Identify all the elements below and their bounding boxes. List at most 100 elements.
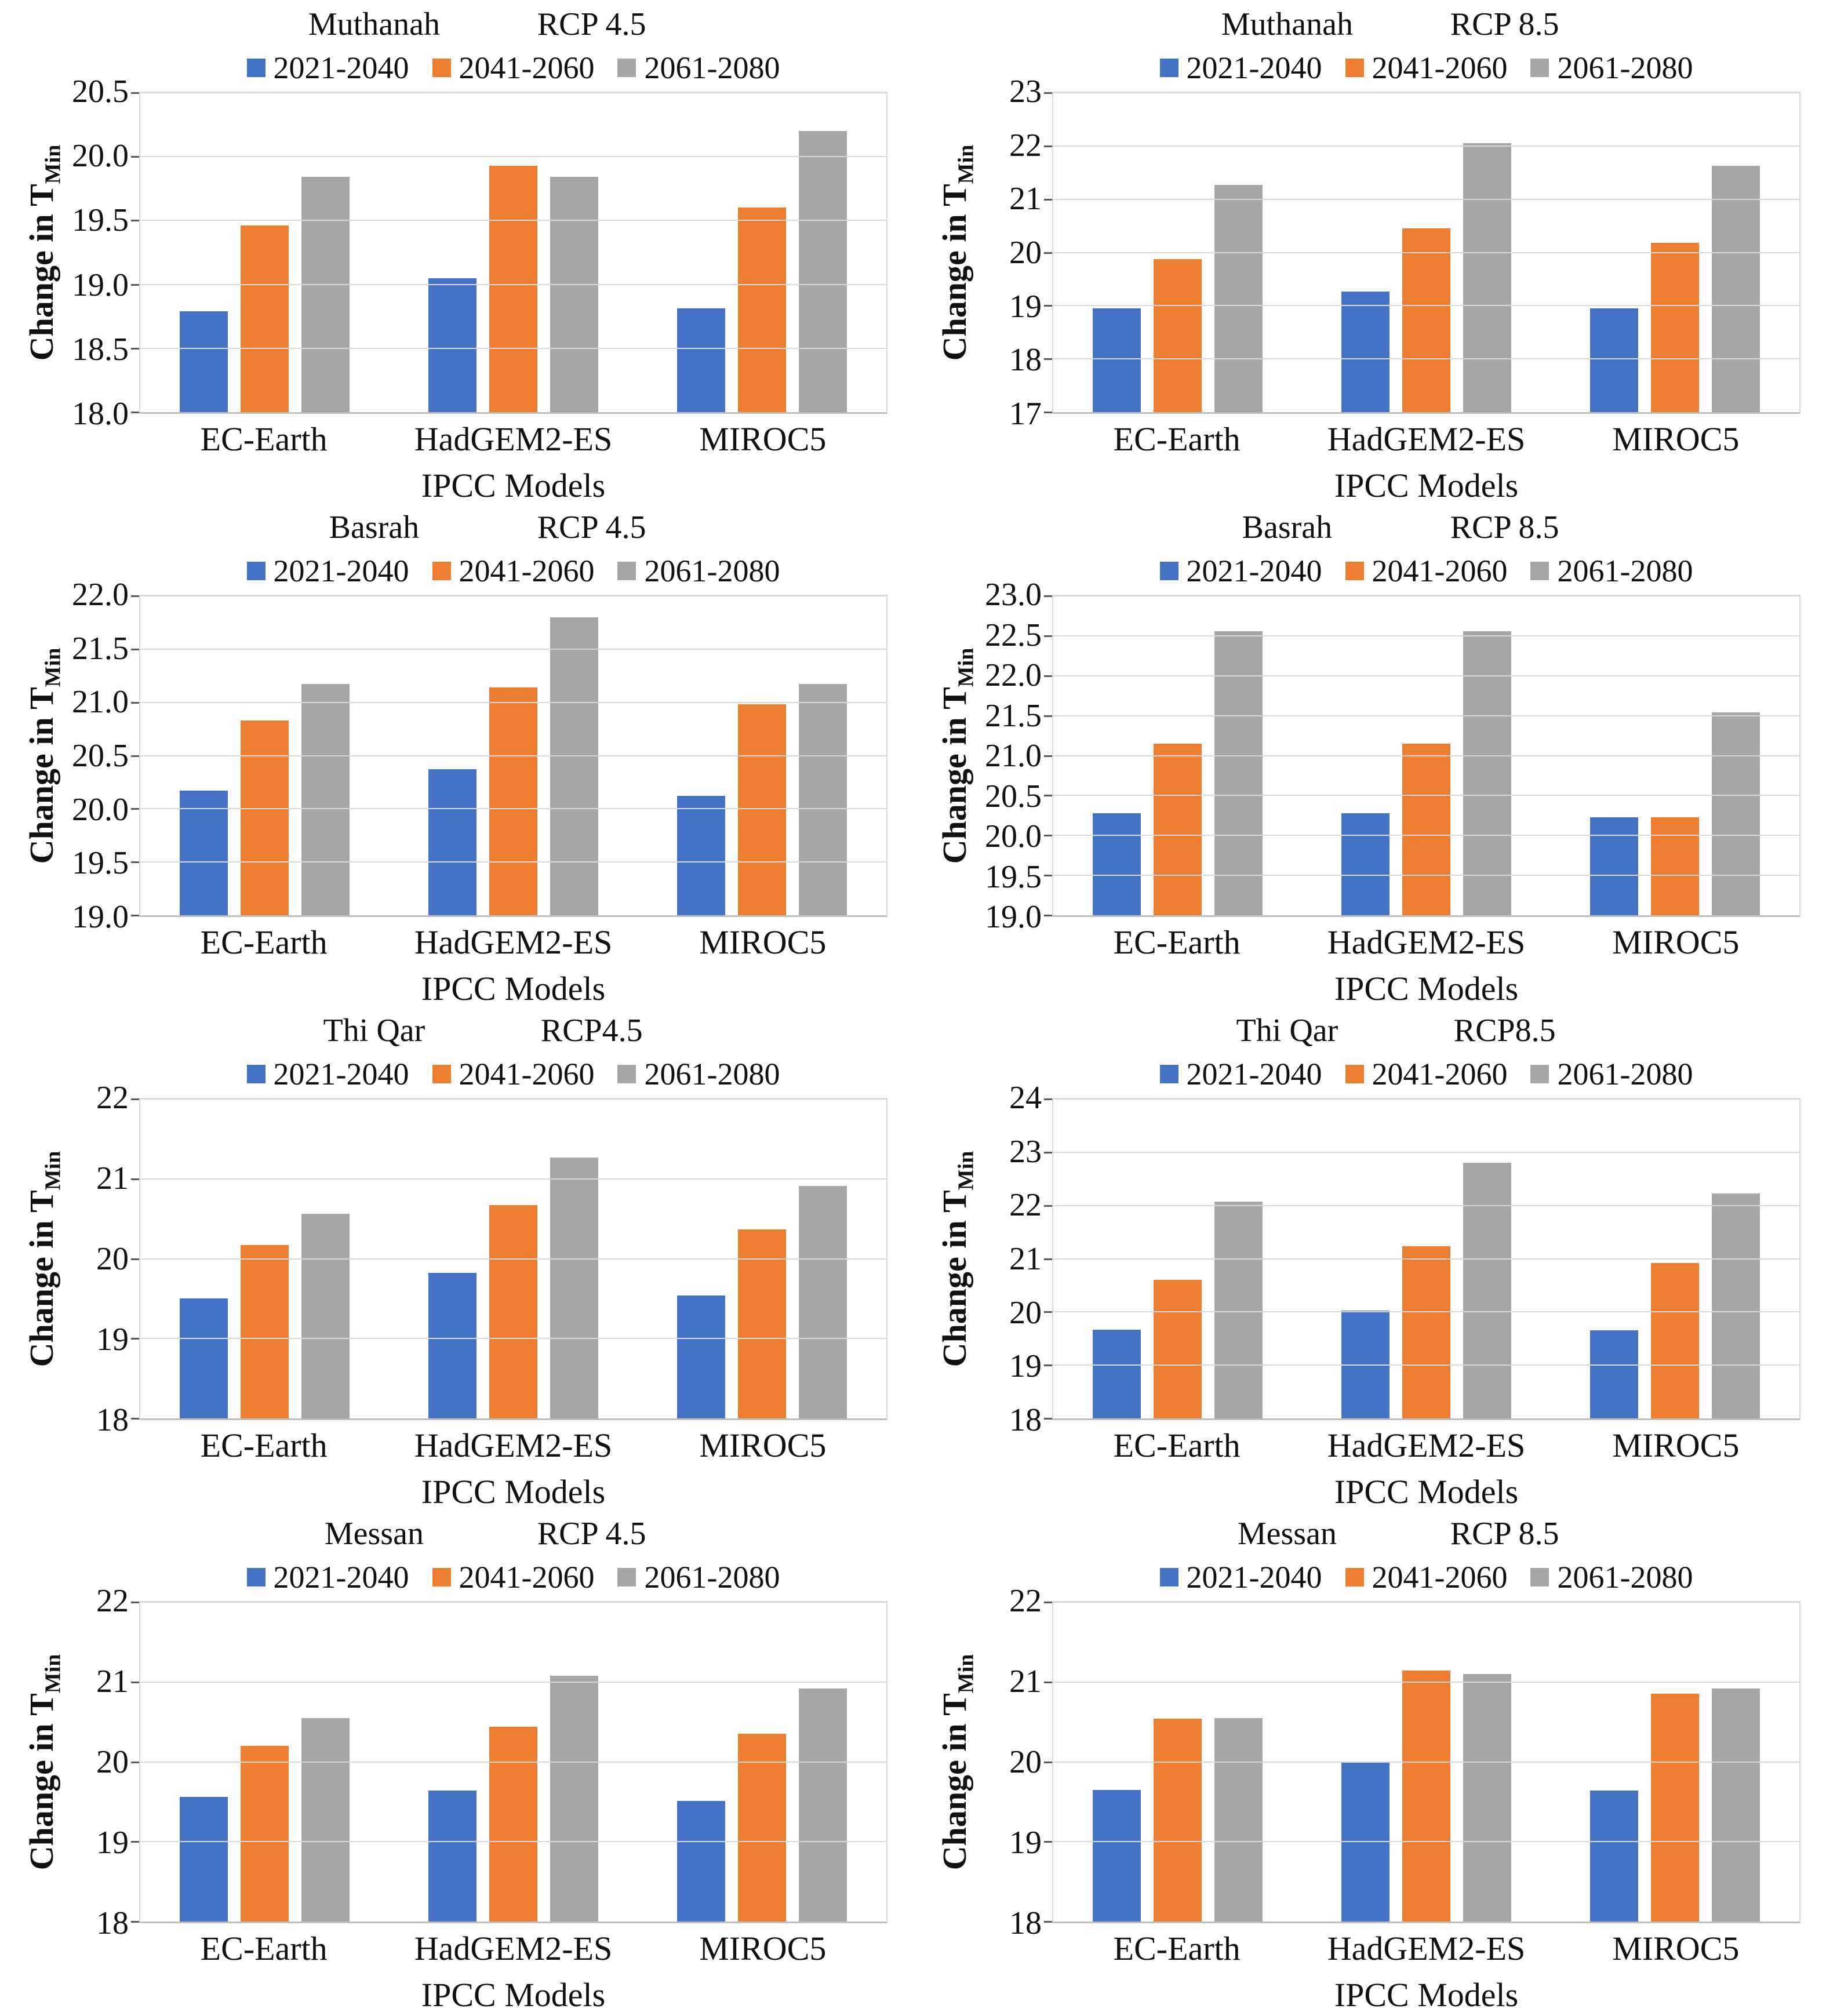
legend-label: 2021-2040 [273, 554, 409, 588]
y-tick-label: 21.0 [72, 684, 129, 720]
legend: 2021-2040 2041-2060 2061-2080 [139, 1054, 887, 1094]
chart-title-row: Basrah RCP 4.5 [17, 509, 887, 551]
bar-miroc5-2041-2060 [737, 1229, 787, 1418]
legend-item-2061-2080: 2061-2080 [617, 1056, 780, 1092]
legend: 2021-2040 2041-2060 2061-2080 [1052, 1557, 1800, 1597]
legend-item-2041-2060: 2041-2060 [1345, 553, 1507, 589]
y-tick-label: 22.0 [72, 577, 129, 613]
bar-miroc5-2061-2080 [1711, 1193, 1760, 1418]
legend-item-2061-2080: 2061-2080 [617, 50, 780, 86]
bar-miroc5-2061-2080 [1711, 1688, 1760, 1922]
legend-swatch-icon [432, 1065, 451, 1083]
plot-row: Change in TMin 19.0 19.5 20.0 20.5 21.0 21.5 22… [930, 577, 1800, 935]
x-tick-label-ec-earth: EC-Earth [200, 420, 328, 458]
legend-item-2041-2060: 2041-2060 [1345, 1056, 1507, 1092]
gridline [1053, 305, 1799, 307]
x-tick-label-ec-earth: EC-Earth [1113, 1427, 1241, 1464]
y-tick-mark [131, 648, 139, 650]
legend-label: 2041-2060 [459, 1057, 595, 1091]
y-tick-mark [1044, 1151, 1052, 1153]
bar-group-miroc5 [638, 93, 886, 412]
legend-swatch-icon [1159, 59, 1178, 77]
y-axis: Change in TMin 18 19 20 21 22 23 24 [930, 1080, 1052, 1438]
bar-hadgem2-es-2041-2060 [489, 687, 538, 915]
bar-ec-earth-2041-2060 [240, 1245, 289, 1418]
legend-swatch-icon [246, 1568, 265, 1586]
legend-swatch-icon [246, 562, 265, 580]
gridline [140, 1841, 886, 1843]
legend-label: 2061-2080 [1557, 50, 1693, 85]
bar-hadgem2-es-2061-2080 [1463, 631, 1512, 915]
bar-miroc5-2021-2040 [676, 796, 726, 915]
x-tick-label-miroc5: MIROC5 [699, 923, 827, 961]
gridline [140, 220, 886, 221]
legend-label: 2061-2080 [644, 1057, 780, 1091]
bar-miroc5-2041-2060 [737, 1734, 787, 1922]
x-axis-ticks: EC-Earth HadGEM2-ES MIROC5 [1052, 923, 1800, 969]
bar-ec-earth-2041-2060 [1153, 1719, 1202, 1922]
legend-item-2061-2080: 2061-2080 [617, 1559, 780, 1595]
y-tick-mark [1044, 92, 1052, 94]
x-axis-title: IPCC Models [421, 467, 606, 504]
y-tick-mark [1044, 1364, 1052, 1367]
y-tick-mark [1044, 252, 1052, 254]
gridline [140, 1338, 886, 1340]
gridline [140, 1258, 886, 1260]
bar-group-hadgem2-es [389, 1099, 638, 1418]
y-tick-mark [131, 1338, 139, 1340]
chart-muthanah-rcp-4-5: Muthanah RCP 4.5 2021-2040 2041-2060 2061-20… [0, 0, 913, 504]
y-tick-label: 17 [1009, 396, 1042, 432]
legend-label: 2021-2040 [1186, 1057, 1322, 1091]
legend-item-2021-2040: 2021-2040 [246, 50, 409, 86]
y-tick-mark [1044, 1602, 1052, 1603]
y-tick-mark [1044, 198, 1052, 201]
legend: 2021-2040 2041-2060 2061-2080 [1052, 1054, 1800, 1094]
bar-group-hadgem2-es [1302, 93, 1551, 412]
legend-swatch-icon [1530, 1568, 1549, 1586]
chart-title-row: Muthanah RCP 4.5 [17, 6, 887, 48]
gridline [1053, 595, 1799, 596]
legend-item-2021-2040: 2021-2040 [246, 553, 409, 589]
x-tick-label-miroc5: MIROC5 [699, 1427, 827, 1464]
plot-row: Change in TMin 18 19 20 21 22 [17, 1080, 887, 1438]
legend-item-2021-2040: 2021-2040 [246, 1056, 409, 1092]
bar-miroc5-2061-2080 [798, 1186, 847, 1418]
y-tick-label: 21 [96, 1664, 129, 1700]
bar-group-miroc5 [638, 1099, 886, 1418]
x-tick-label-miroc5: MIROC5 [1612, 923, 1740, 961]
legend: 2021-2040 2041-2060 2061-2080 [139, 1557, 887, 1597]
y-tick-label: 21 [1009, 181, 1042, 217]
bar-group-miroc5 [1551, 596, 1799, 915]
y-tick-label: 19.0 [72, 899, 129, 935]
y-axis-title: Change in TMin [936, 1654, 979, 1871]
bar-hadgem2-es-2021-2040 [1341, 1310, 1390, 1418]
gridline [1053, 358, 1799, 360]
y-tick-label: 19 [1009, 288, 1042, 325]
y-tick-mark [131, 1921, 139, 1923]
gridline [1053, 715, 1799, 716]
legend-label: 2021-2040 [273, 1057, 409, 1091]
y-tick-label: 22 [96, 1583, 129, 1619]
y-tick-mark [131, 1841, 139, 1843]
bar-ec-earth-2021-2040 [179, 1298, 228, 1418]
y-axis-title: Change in TMin [23, 1151, 66, 1367]
y-tick-mark [131, 1602, 139, 1603]
x-axis-title: IPCC Models [421, 970, 606, 1007]
bar-hadgem2-es-2041-2060 [1402, 1671, 1451, 1922]
gridline [140, 1602, 886, 1603]
y-tick-label: 21 [1009, 1664, 1042, 1700]
legend: 2021-2040 2041-2060 2061-2080 [1052, 48, 1800, 88]
gridline [140, 755, 886, 756]
bar-miroc5-2041-2060 [1650, 242, 1700, 412]
y-tick-label: 21.5 [72, 630, 129, 667]
gridline [1053, 1311, 1799, 1313]
y-axis: Change in TMin 17 18 19 20 21 22 23 [930, 74, 1052, 432]
y-tick-label: 18 [1009, 1402, 1042, 1438]
chart-title-scenario: RCP 8.5 [1450, 6, 1559, 42]
legend-swatch-icon [1159, 1065, 1178, 1083]
bar-miroc5-2021-2040 [676, 1295, 726, 1418]
bar-ec-earth-2061-2080 [1214, 631, 1263, 915]
chart-title-station: Thi Qar [323, 1013, 425, 1049]
bar-miroc5-2041-2060 [737, 704, 787, 915]
legend-label: 2041-2060 [459, 50, 595, 85]
